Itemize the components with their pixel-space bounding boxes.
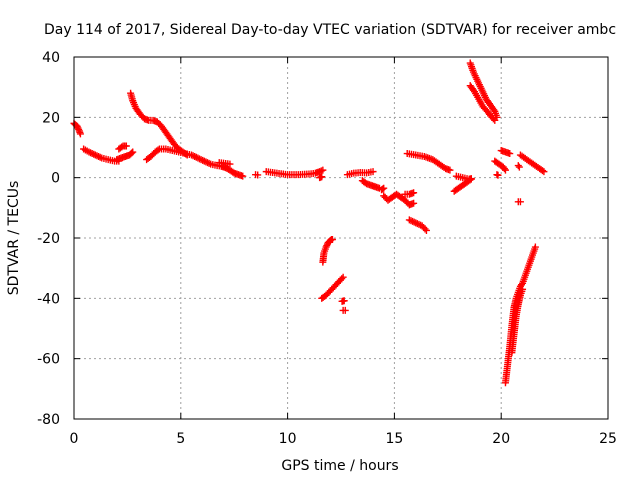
data-point [202, 158, 210, 166]
data-point [490, 106, 498, 114]
data-points-layer [70, 59, 548, 387]
data-point [254, 171, 262, 179]
data-point [422, 226, 430, 234]
data-point [195, 155, 203, 163]
data-point [96, 153, 104, 161]
data-point [328, 236, 336, 244]
data-point [410, 199, 418, 207]
data-point [538, 167, 546, 175]
data-point [128, 149, 136, 157]
data-point [122, 142, 130, 150]
grid-layer [74, 57, 608, 419]
data-point [506, 150, 514, 158]
data-point [197, 156, 205, 164]
data-point [91, 151, 99, 159]
data-point [491, 116, 499, 124]
data-point [239, 172, 247, 180]
data-point [85, 148, 93, 156]
y-tick-label: -60 [37, 352, 60, 368]
data-point [531, 243, 539, 251]
data-point [410, 218, 418, 226]
y-tick-label: -40 [37, 291, 60, 307]
data-point [88, 150, 96, 158]
x-tick-label: 20 [492, 431, 510, 447]
data-point [413, 220, 421, 228]
data-point [379, 185, 387, 193]
data-point [412, 219, 420, 227]
data-point [339, 273, 347, 281]
data-point [189, 152, 197, 160]
y-tick-label: 40 [42, 50, 60, 66]
x-tick-label: 15 [385, 431, 403, 447]
data-point [129, 148, 137, 156]
data-point [380, 184, 388, 192]
data-point [93, 152, 101, 160]
y-tick-label: 0 [51, 171, 60, 187]
x-tick-label: 25 [599, 431, 617, 447]
data-point [205, 159, 213, 167]
data-point [204, 159, 211, 167]
data-point [409, 217, 417, 225]
data-point [194, 154, 202, 162]
data-point [517, 281, 525, 289]
data-point [319, 166, 327, 174]
data-point [494, 171, 502, 179]
y-tick-label: 20 [42, 110, 60, 126]
data-point [421, 225, 429, 233]
data-point [369, 168, 377, 176]
data-point [226, 160, 234, 168]
y-axis-label: SDTVAR / TECUs [6, 181, 22, 296]
data-point [540, 168, 548, 176]
data-point [501, 166, 509, 174]
data-point [407, 217, 415, 225]
data-point [519, 285, 527, 293]
data-point [200, 157, 208, 165]
data-point [467, 175, 475, 183]
y-tick-label: -20 [37, 231, 60, 247]
ticks-layer: 0 5 10 15 20 25 -80 -60 -40 -20 0 20 40 [37, 50, 617, 447]
x-tick-label: 5 [176, 431, 185, 447]
data-point [199, 156, 207, 164]
data-point [340, 297, 348, 305]
data-point [191, 153, 199, 161]
data-point [187, 151, 195, 159]
data-point [415, 220, 423, 228]
data-point [514, 162, 522, 170]
data-point [489, 115, 497, 123]
data-point [154, 146, 162, 154]
data-point [316, 168, 324, 176]
data-point [95, 153, 103, 161]
x-tick-label: 10 [279, 431, 297, 447]
data-point [76, 130, 84, 138]
data-point [500, 165, 508, 173]
data-point [405, 216, 413, 224]
data-point [87, 149, 95, 157]
data-point [341, 306, 349, 314]
data-point [317, 167, 325, 175]
data-point [192, 153, 200, 161]
data-point [318, 173, 326, 181]
y-tick-label: -80 [37, 412, 60, 428]
x-axis-label: GPS time / hours [281, 458, 398, 474]
x-tick-label: 0 [70, 431, 79, 447]
data-point [338, 275, 346, 283]
data-point [90, 150, 98, 158]
data-point [410, 189, 418, 197]
data-point [515, 163, 523, 171]
data-point [516, 198, 524, 206]
data-point [446, 166, 454, 174]
chart-title: Day 114 of 2017, Sidereal Day-to-day VTE… [44, 22, 616, 38]
